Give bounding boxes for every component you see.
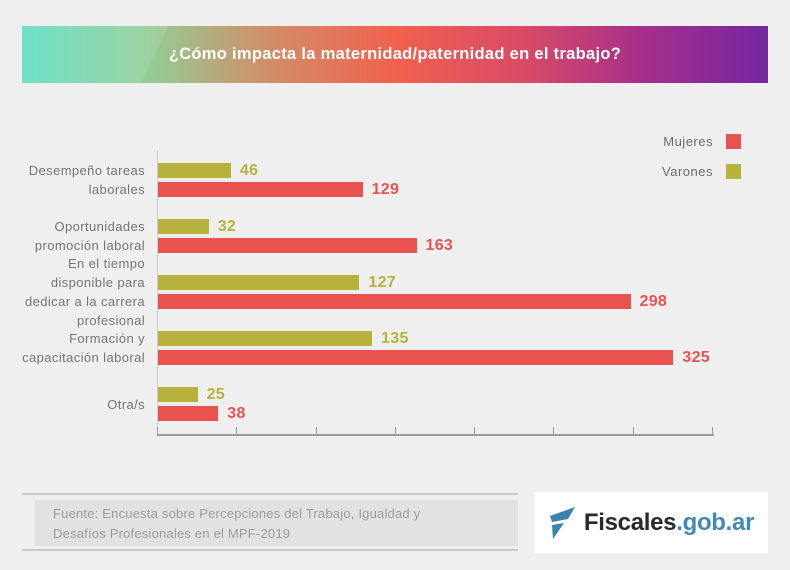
source-line1: Fuente: Encuesta sobre Percepciones del …: [53, 506, 421, 521]
logo-text-dark: Fiscales: [583, 508, 677, 536]
bar-row-varones: 135: [158, 329, 722, 347]
category-label: Otra/s: [12, 387, 145, 421]
category-label: Desempeño tareas laborales: [12, 163, 145, 197]
source-box: Fuente: Encuesta sobre Percepciones del …: [35, 500, 518, 546]
category-label-text: Otra/s: [107, 396, 145, 412]
bar-pair: 32 163: [158, 217, 722, 254]
category-group: Otra/s 25 38: [12, 385, 722, 422]
fiscales-logo-icon: [549, 506, 575, 539]
bar-row-mujeres: 38: [158, 404, 722, 422]
bar-value: 32: [217, 217, 237, 235]
axis-tick: [474, 427, 476, 434]
x-axis: [157, 427, 714, 436]
source-line2: Desafíos Profesionales en el MPF-2019: [53, 526, 291, 541]
y-axis: [157, 150, 158, 435]
legend-item-mujeres: Mujeres: [662, 134, 741, 149]
bar-varones: [158, 219, 209, 234]
bar-value: 135: [381, 329, 409, 347]
bar-value: 298: [639, 292, 668, 310]
axis-tick: [632, 427, 634, 434]
axis-tick: [394, 427, 396, 434]
category-label: Formación y capacitación laboral: [12, 331, 145, 365]
bar-row-mujeres: 129: [158, 180, 722, 198]
bar-value: 129: [371, 180, 400, 198]
bar-value: 25: [206, 385, 225, 403]
bar-pair: 25 38: [158, 385, 722, 422]
category-label: Oportunidades promoción laboral: [12, 219, 145, 253]
chart-title: ¿Cómo impacta la maternidad/paternidad e…: [168, 45, 622, 63]
bar-value: 46: [239, 161, 259, 179]
category-group: Desempeño tareas laborales 46 129: [12, 161, 722, 198]
axis-tick: [315, 427, 317, 434]
bar-pair: 46 129: [158, 161, 722, 198]
axis-tick: [157, 427, 158, 434]
category-label-text: Formación y capacitación laboral: [22, 331, 145, 365]
bar-row-mujeres: 163: [158, 236, 722, 254]
bar-value: 38: [227, 404, 246, 422]
axis-tick: [553, 427, 555, 434]
bar-row-mujeres: 298: [158, 292, 722, 310]
category-label-text: En el tiempo disponible para dedicar a la …: [25, 256, 145, 328]
bar-chart: Desempeño tareas laborales 46 129 Oportunida…: [12, 150, 722, 442]
category-label-text: Desempeño tareas laborales: [28, 163, 145, 197]
bar-varones: [158, 275, 360, 290]
bar-pair: 135 325: [158, 329, 722, 366]
category-group: Oportunidades promoción laboral 32 163: [12, 217, 722, 254]
plot-rows: Desempeño tareas laborales 46 129 Oportunida…: [12, 161, 722, 443]
bar-varones: [158, 331, 373, 346]
title-banner: ¿Cómo impacta la maternidad/paternidad e…: [22, 26, 768, 83]
bar-mujeres: [158, 238, 417, 253]
bar-row-varones: 127: [158, 273, 722, 291]
bar-mujeres: [158, 182, 363, 197]
axis-tick: [236, 427, 238, 434]
bar-row-varones: 32: [158, 217, 722, 235]
fiscales-logo: Fiscales.gob.ar: [535, 492, 768, 553]
footer-divider-top: [22, 493, 518, 495]
legend-item-varones: Varones: [662, 164, 741, 179]
legend-label: Mujeres: [663, 134, 713, 149]
bar-mujeres: [158, 294, 631, 309]
bar-row-varones: 46: [158, 161, 722, 179]
legend-label: Varones: [662, 164, 713, 179]
legend: Mujeres Varones: [662, 134, 741, 194]
bar-row-varones: 25: [158, 385, 722, 403]
bar-varones: [158, 387, 198, 402]
bar-value: 163: [425, 236, 454, 254]
bar-value: 325: [682, 348, 710, 366]
axis-tick: [712, 427, 713, 434]
bar-value: 127: [368, 273, 396, 291]
bar-pair: 127 298: [158, 273, 722, 310]
bar-mujeres: [158, 350, 674, 365]
category-group: Formación y capacitación laboral 135 325: [12, 329, 722, 366]
legend-swatch: [726, 164, 741, 179]
bar-row-mujeres: 325: [158, 348, 722, 366]
category-label: En el tiempo disponible para dedicar a la …: [12, 256, 145, 328]
category-label-text: Oportunidades promoción laboral: [34, 219, 145, 253]
category-group: En el tiempo disponible para dedicar a la …: [12, 256, 722, 328]
legend-swatch: [726, 134, 741, 149]
bar-varones: [158, 163, 231, 178]
bar-mujeres: [158, 406, 219, 421]
logo-text-blue: .gob.ar: [676, 508, 755, 536]
fiscales-logo-text: Fiscales.gob.ar: [583, 508, 755, 537]
footer-divider-bottom: [22, 549, 518, 551]
